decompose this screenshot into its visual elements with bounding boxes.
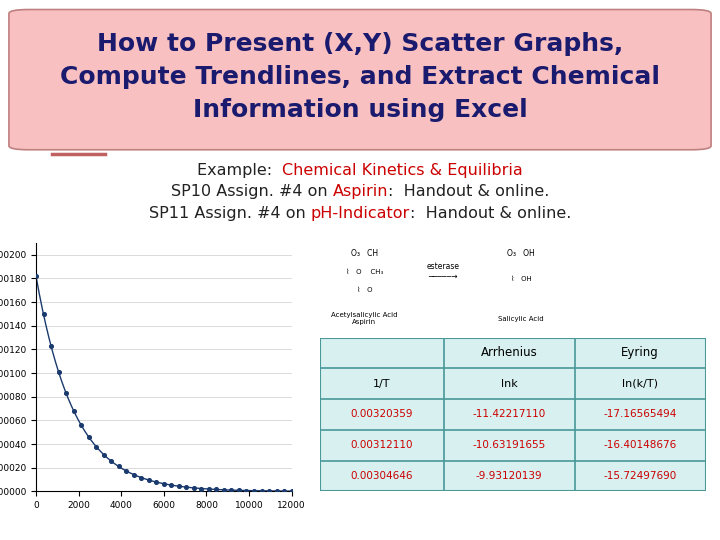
Text: Acetylsalicylic Acid
Aspirin: Acetylsalicylic Acid Aspirin bbox=[331, 312, 397, 326]
Point bbox=[150, 478, 162, 487]
Text: Chemical Kinetics & Equilibria: Chemical Kinetics & Equilibria bbox=[282, 163, 523, 178]
Point bbox=[143, 476, 155, 484]
Point bbox=[83, 433, 94, 441]
Text: esterase
─────→: esterase ─────→ bbox=[426, 262, 459, 281]
Point bbox=[188, 484, 199, 492]
Text: 1/T: 1/T bbox=[373, 379, 391, 389]
Point bbox=[233, 486, 245, 495]
Point bbox=[225, 486, 237, 495]
Text: Example:: Example: bbox=[197, 163, 282, 178]
Point bbox=[203, 485, 215, 494]
Text: :  Handout & online.: : Handout & online. bbox=[388, 184, 549, 199]
Point bbox=[271, 487, 282, 495]
Point bbox=[91, 442, 102, 451]
Text: -10.63191655: -10.63191655 bbox=[472, 440, 546, 450]
Text: Salicylic Acid: Salicylic Acid bbox=[498, 316, 544, 322]
Point bbox=[45, 342, 57, 350]
Point bbox=[60, 389, 72, 397]
Point bbox=[286, 487, 297, 495]
Point bbox=[264, 487, 275, 495]
Text: SP10 Assign. #4 on: SP10 Assign. #4 on bbox=[171, 184, 333, 199]
Text: -16.40148676: -16.40148676 bbox=[603, 440, 677, 450]
FancyBboxPatch shape bbox=[9, 10, 711, 150]
Text: ln(k/T): ln(k/T) bbox=[622, 379, 658, 389]
Text: 0.00320359: 0.00320359 bbox=[351, 409, 413, 420]
Point bbox=[30, 272, 42, 280]
Point bbox=[181, 483, 192, 491]
Text: O₃   OH: O₃ OH bbox=[508, 249, 535, 258]
Point bbox=[37, 310, 49, 319]
Point bbox=[113, 462, 125, 471]
Text: -17.16565494: -17.16565494 bbox=[603, 409, 677, 420]
Point bbox=[211, 485, 222, 494]
Point bbox=[248, 487, 260, 495]
Text: SP11 Assign. #4 on: SP11 Assign. #4 on bbox=[149, 206, 310, 221]
Point bbox=[279, 487, 290, 495]
Text: O₃   CH: O₃ CH bbox=[351, 249, 378, 258]
Text: 0.00304646: 0.00304646 bbox=[351, 471, 413, 481]
Point bbox=[76, 421, 87, 429]
Text: Arrhenius: Arrhenius bbox=[481, 346, 538, 360]
Point bbox=[166, 481, 177, 489]
Text: -9.93120139: -9.93120139 bbox=[476, 471, 542, 481]
Point bbox=[196, 484, 207, 493]
Text: :  Handout & online.: : Handout & online. bbox=[410, 206, 571, 221]
Point bbox=[98, 450, 109, 459]
Point bbox=[128, 470, 140, 479]
Text: lnk: lnk bbox=[501, 379, 518, 389]
Point bbox=[120, 467, 132, 475]
Text: Aspirin: Aspirin bbox=[333, 184, 388, 199]
Point bbox=[256, 487, 267, 495]
Point bbox=[158, 480, 170, 488]
Point bbox=[173, 482, 184, 490]
Text: -15.72497690: -15.72497690 bbox=[603, 471, 677, 481]
Text: pH-Indicator: pH-Indicator bbox=[310, 206, 410, 221]
Point bbox=[240, 486, 252, 495]
Text: -11.42217110: -11.42217110 bbox=[472, 409, 546, 420]
Text: How to Present (X,Y) Scatter Graphs,
Compute Trendlines, and Extract Chemical
In: How to Present (X,Y) Scatter Graphs, Com… bbox=[60, 32, 660, 122]
Text: 0.00312110: 0.00312110 bbox=[351, 440, 413, 450]
Point bbox=[218, 485, 230, 494]
Text: ⌇   OH: ⌇ OH bbox=[510, 276, 531, 282]
Text: ⌇   O    CH₃: ⌇ O CH₃ bbox=[346, 268, 383, 274]
Point bbox=[135, 473, 147, 482]
Point bbox=[53, 368, 64, 376]
Text: Eyring: Eyring bbox=[621, 346, 659, 360]
Point bbox=[105, 457, 117, 465]
Text: ⌇   O: ⌇ O bbox=[356, 286, 372, 292]
Point bbox=[68, 406, 79, 415]
